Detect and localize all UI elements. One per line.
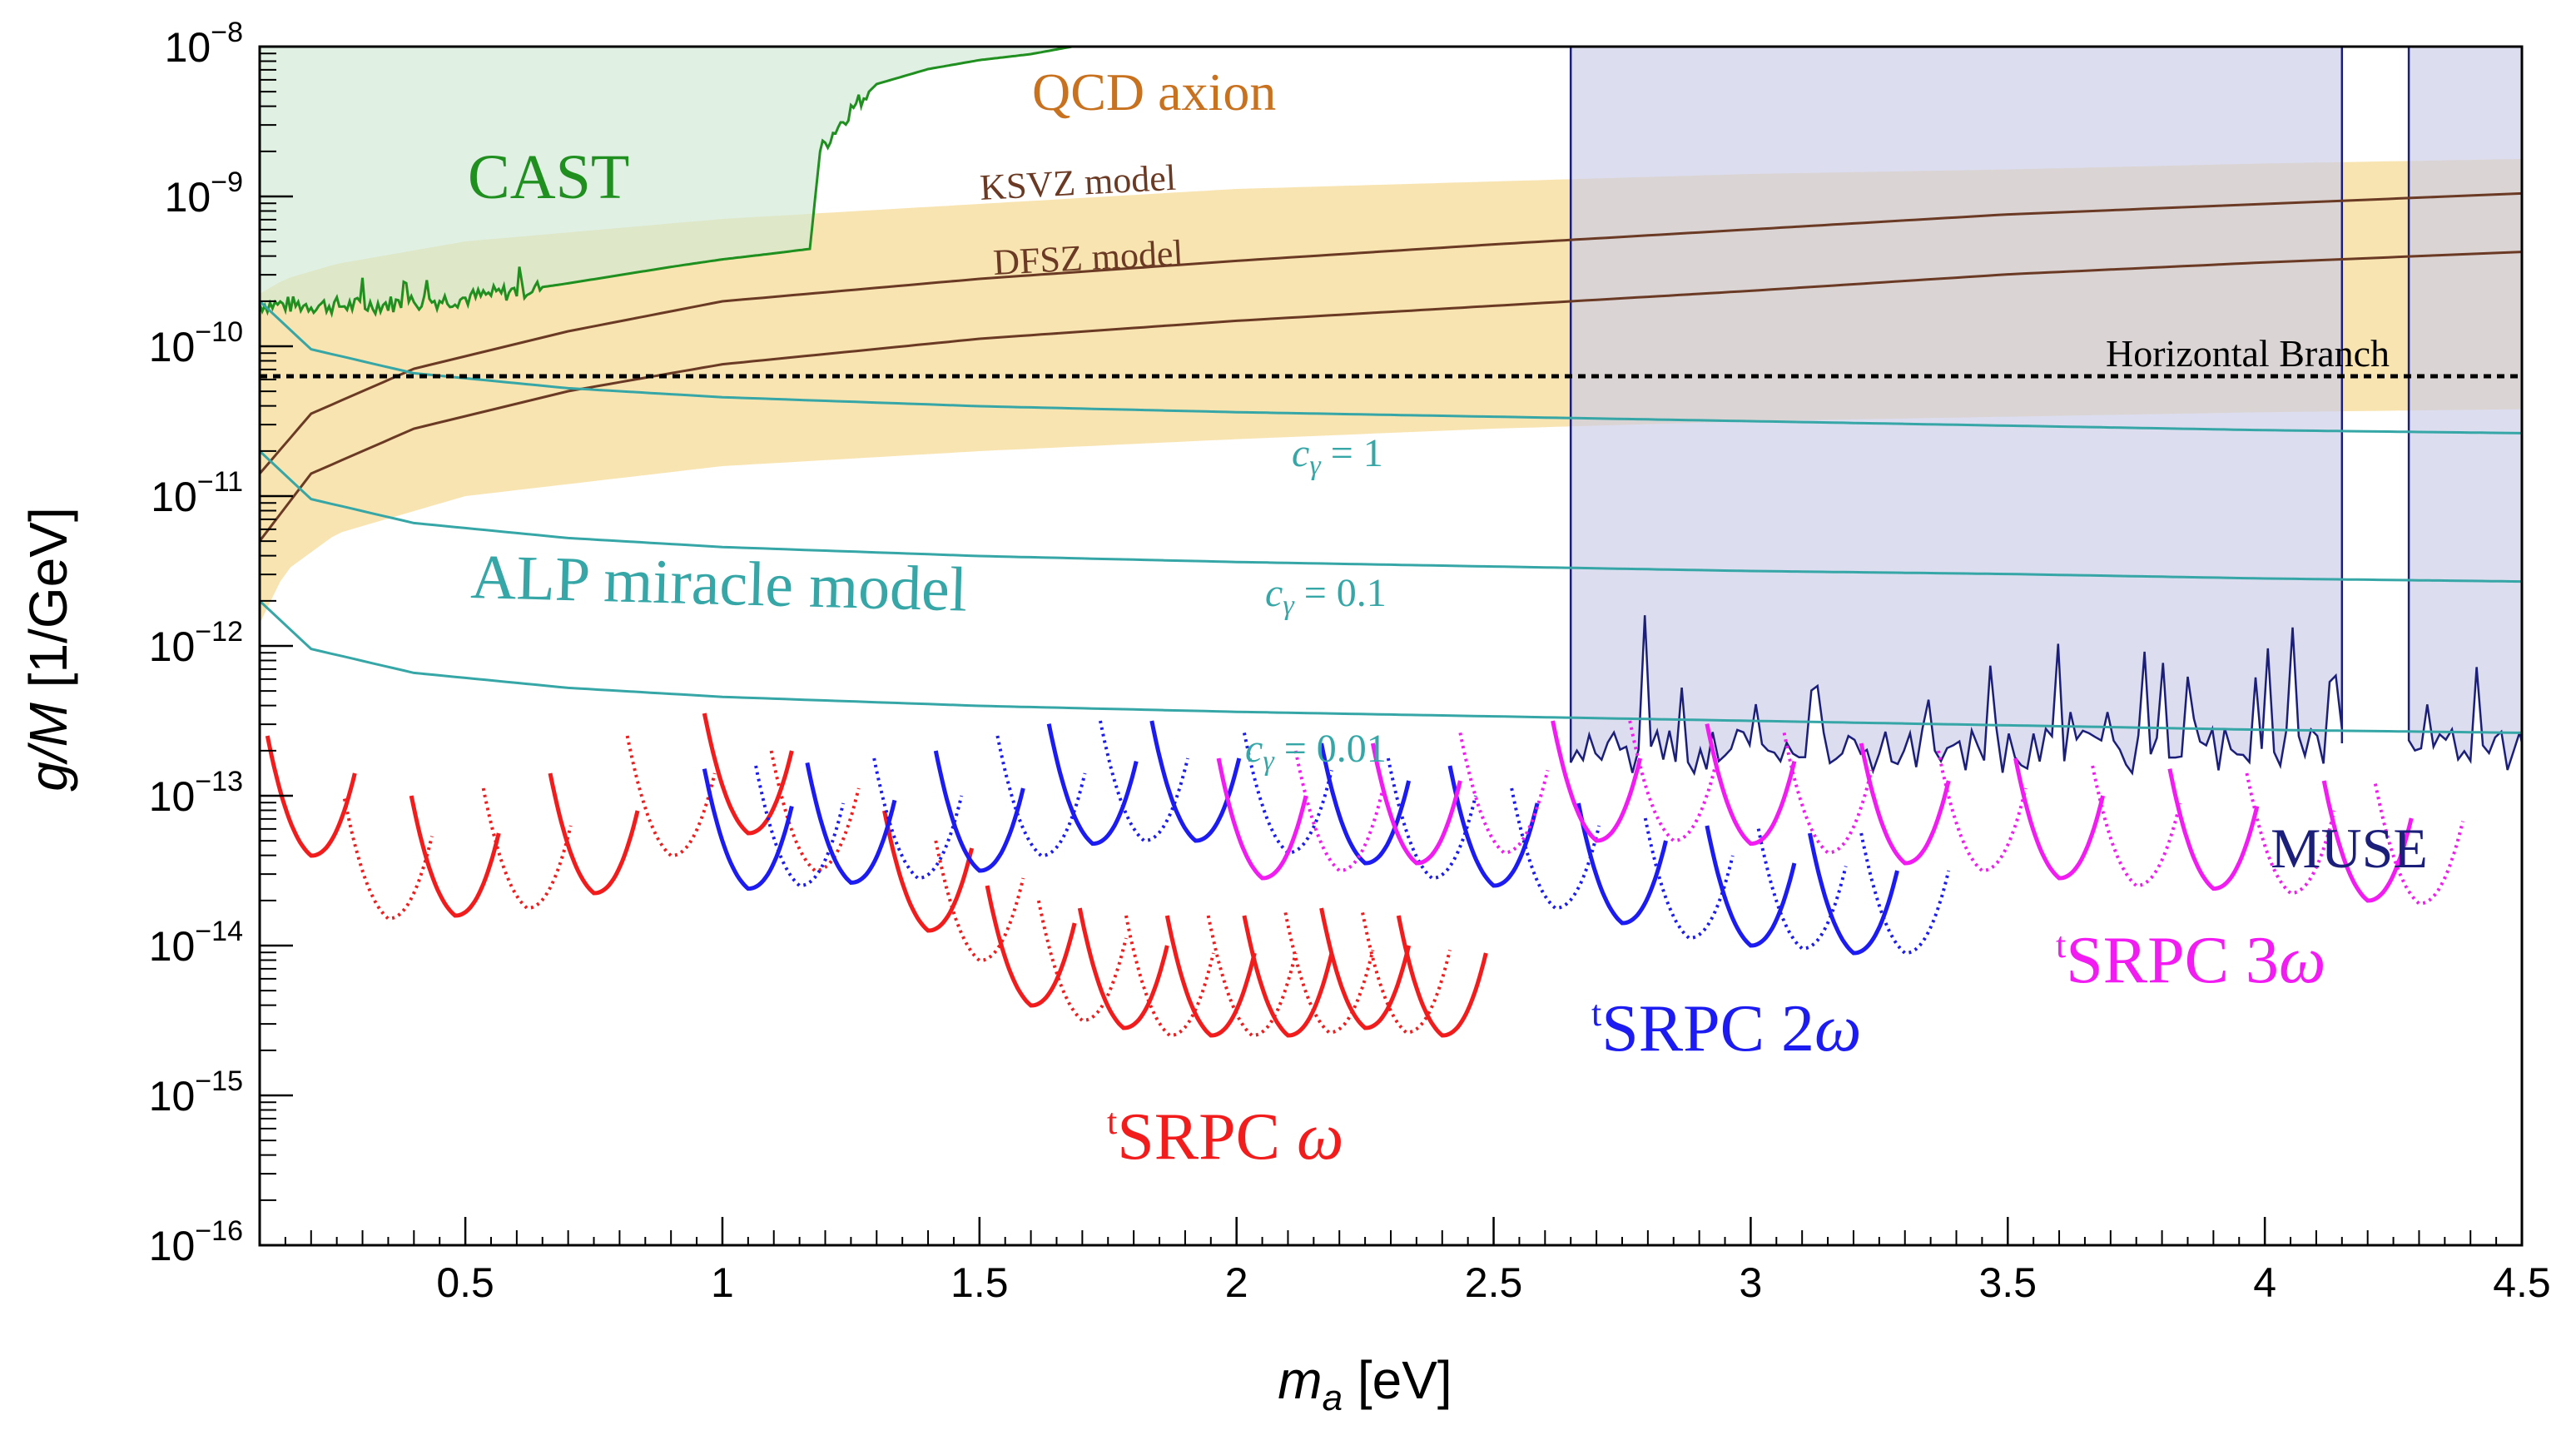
srpc-2-curve-dotted	[754, 765, 846, 888]
srpc-1-curve	[548, 772, 640, 896]
x-tick-label: 4.5	[2493, 1259, 2551, 1306]
srpc-3-curve-dotted	[2091, 765, 2182, 888]
srpc-1-curve	[1077, 907, 1169, 1030]
cgamma-1-label: cγ = 1	[1292, 431, 1383, 481]
y-tick-label: 10−12	[149, 616, 243, 670]
x-axis-ticks: 0.5 1 1.5 2 2.5 3 3.5 4 4.5	[284, 1217, 2551, 1306]
srpc-1-curve-dotted	[625, 735, 717, 858]
srpc-2-curve-dotted	[1099, 720, 1189, 843]
srpc-2-curve	[1576, 802, 1668, 926]
srpc-3-curve	[2167, 768, 2260, 891]
muse-exclusion-region	[1571, 47, 2342, 773]
x-tick-label: 1	[711, 1259, 734, 1306]
srpc-2-curve	[1046, 723, 1139, 847]
x-tick-label: 2	[1225, 1259, 1248, 1306]
x-tick-label: 0.5	[436, 1259, 494, 1306]
srpc-1-curve-dotted	[934, 840, 1025, 963]
horizontal-branch-label: Horizontal Branch	[2106, 332, 2390, 375]
series-c-gamma-0-01	[260, 599, 2522, 734]
srpc-2-curve-dotted	[1510, 787, 1601, 911]
srpc-1-curve-dotted	[342, 798, 434, 921]
srpc-2-curve	[702, 768, 794, 891]
srpc-1-curve	[1164, 915, 1257, 1038]
series-c-gamma-0-1	[260, 449, 2522, 583]
y-tick-label: 10−9	[165, 166, 243, 221]
y-axis-title: g/M [1/GeV]	[18, 507, 78, 791]
series-ksvz-model	[260, 191, 2522, 474]
cast-limit-line	[260, 47, 1073, 318]
srpc-3-curve	[1859, 742, 1951, 866]
srpc-3-curve	[1370, 742, 1462, 866]
srpc-1-curve-dotted	[1283, 912, 1375, 1035]
srpc-1-curve	[702, 713, 794, 836]
x-tick-label: 3.5	[1979, 1259, 2037, 1306]
srpc-2omega-label: tSRPC 2ω	[1591, 992, 1861, 1065]
y-axis-ticks: 10−8 10−9 10−10 10−11 10−12 10−13 10−14 10−15 10…	[149, 17, 293, 1269]
x-tick-label: 3	[1740, 1259, 1763, 1306]
srpc-2-curve-dotted	[995, 735, 1087, 858]
srpc-2-curve	[805, 762, 897, 885]
alp-miracle-label: ALP miracle model	[470, 542, 969, 625]
srpc-omega-label: tSRPC ω	[1107, 1100, 1343, 1174]
model-lines	[260, 47, 2522, 777]
srpc-3-curve	[1705, 723, 1797, 847]
srpc-2-curve-dotted	[872, 757, 964, 881]
cast-label: CAST	[468, 142, 629, 212]
qcd-axion-label: QCD axion	[1032, 62, 1276, 122]
srpc-3-curve-dotted	[1936, 750, 2028, 873]
srpc-1-curve-dotted	[1206, 915, 1298, 1038]
srpc-1-curve-dotted	[769, 750, 861, 873]
y-tick-label: 10−8	[165, 17, 243, 71]
x-tick-label: 4	[2253, 1259, 2276, 1306]
y-tick-label: 10−10	[149, 316, 243, 370]
y-tick-label: 10−14	[149, 916, 243, 970]
srpc-1-curve	[409, 795, 501, 918]
srpc-3-curve-dotted	[1458, 732, 1550, 855]
cast-exclusion-region	[260, 47, 1073, 314]
srpc-1-curve	[1242, 915, 1334, 1038]
srpc-2-curve	[1705, 825, 1797, 948]
srpc-1-curve	[265, 735, 357, 858]
srpc-2-curve	[933, 750, 1025, 873]
cgamma-01-label: cγ = 0.1	[1265, 571, 1387, 621]
muse-limit-line	[2407, 47, 2522, 771]
y-tick-label: 10−16	[149, 1215, 243, 1269]
muse-exclusion-region	[2409, 47, 2522, 770]
srpc-sensitivity-curves	[265, 713, 2464, 1038]
muse-label: MUSE	[2271, 817, 2428, 880]
srpc-3-curve	[1216, 757, 1308, 881]
srpc-2-curve	[1149, 720, 1242, 843]
srpc-1-curve	[1319, 907, 1412, 1030]
srpc-3omega-label: tSRPC 3ω	[2056, 924, 2325, 997]
x-tick-label: 1.5	[950, 1259, 1009, 1306]
srpc-3-curve	[1551, 720, 1643, 843]
srpc-3-curve	[2321, 780, 2414, 903]
muse-limit-line	[1569, 47, 2344, 777]
cgamma-001-label: cγ = 0.01	[1245, 727, 1387, 777]
series-c-gamma-1	[260, 300, 2522, 434]
srpc-2-curve	[1447, 765, 1540, 888]
plot-area	[260, 47, 2522, 1038]
y-tick-label: 10−13	[149, 766, 243, 820]
srpc-1-curve	[882, 810, 975, 933]
srpc-1-curve	[1396, 915, 1488, 1038]
dfsz-label: DFSZ model	[992, 232, 1184, 283]
x-tick-label: 2.5	[1465, 1259, 1523, 1306]
y-tick-label: 10−11	[151, 466, 243, 520]
y-tick-label: 10−15	[149, 1065, 243, 1120]
srpc-1-curve	[985, 885, 1077, 1008]
srpc-3-curve	[2013, 757, 2106, 881]
series-dfsz-model	[260, 251, 2522, 542]
x-axis-title: ma [eV]	[1278, 1350, 1452, 1418]
srpc-1-curve-dotted	[1361, 911, 1452, 1035]
